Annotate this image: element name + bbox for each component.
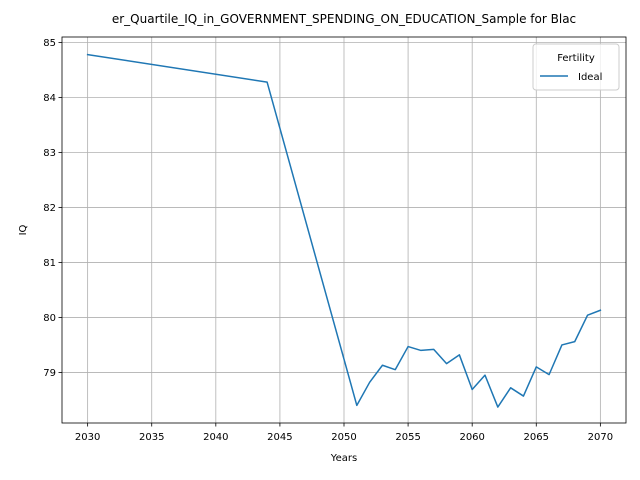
x-axis-ticks: 2030 2035 2040 2045 2050 2055 2060 2065 2070 bbox=[75, 423, 613, 443]
x-tick-label: 2050 bbox=[331, 432, 356, 443]
legend-box bbox=[532, 43, 620, 91]
series-line bbox=[86, 53, 602, 408]
legend-entry-label: Ideal bbox=[578, 72, 602, 83]
y-axis-label: IQ bbox=[18, 224, 29, 235]
x-tick-label: 2035 bbox=[139, 432, 164, 443]
y-tick-label: 85 bbox=[43, 38, 56, 49]
legend-title: Fertility bbox=[557, 53, 595, 64]
y-tick-label: 83 bbox=[43, 148, 56, 159]
x-tick-label: 2065 bbox=[524, 432, 549, 443]
x-axis-label: Years bbox=[330, 453, 357, 464]
grid bbox=[62, 37, 626, 423]
x-tick-label: 2040 bbox=[203, 432, 228, 443]
x-tick-label: 2055 bbox=[395, 432, 420, 443]
chart-title: er_Quartile_IQ_in_GOVERNMENT_SPENDING_ON… bbox=[112, 12, 576, 26]
x-tick-label: 2030 bbox=[75, 432, 100, 443]
x-tick-label: 2045 bbox=[267, 432, 292, 443]
series-layer bbox=[86, 53, 602, 408]
legend-entries: Ideal bbox=[540, 72, 602, 83]
y-tick-label: 81 bbox=[43, 258, 56, 269]
y-axis-ticks: 79 80 81 82 83 84 85 bbox=[43, 38, 62, 379]
y-tick-label: 79 bbox=[43, 368, 56, 379]
y-tick-label: 84 bbox=[43, 93, 56, 104]
y-tick-label: 80 bbox=[43, 313, 56, 324]
legend: Fertility Ideal bbox=[532, 43, 620, 91]
x-tick-label: 2060 bbox=[459, 432, 484, 443]
y-tick-label: 82 bbox=[43, 203, 56, 214]
x-tick-label: 2070 bbox=[588, 432, 613, 443]
